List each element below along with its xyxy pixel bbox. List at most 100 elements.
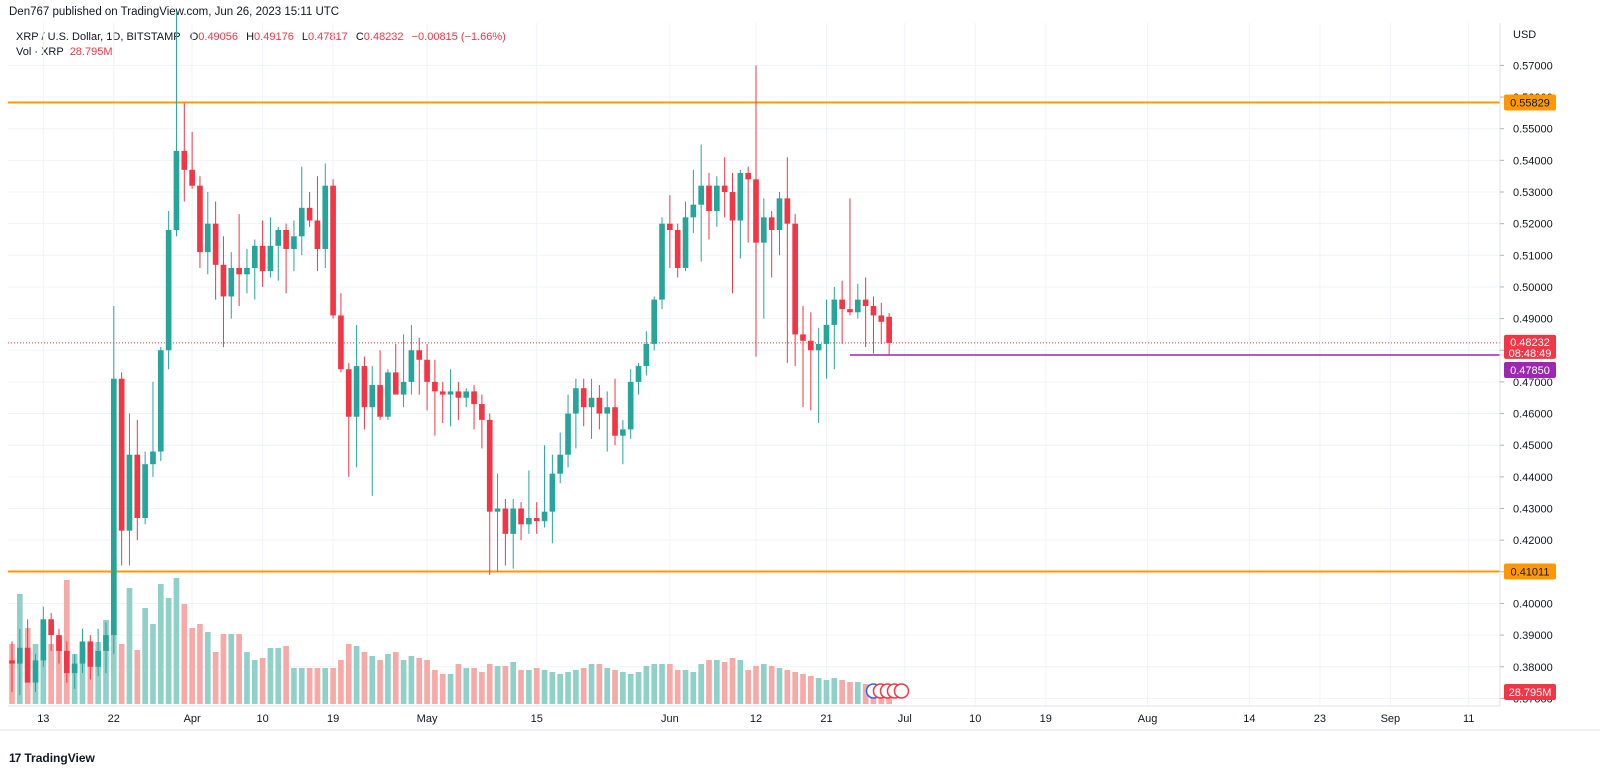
y-tick-label: 0.45000 bbox=[1513, 440, 1553, 452]
volume-bar bbox=[455, 664, 462, 704]
candle-body bbox=[854, 299, 861, 313]
volume-bar bbox=[541, 670, 548, 704]
volume-bar bbox=[165, 598, 172, 704]
volume-bar bbox=[573, 670, 579, 704]
volume-bar bbox=[612, 670, 618, 704]
volume-bar bbox=[173, 578, 180, 704]
candle-body bbox=[212, 223, 219, 265]
candle-body bbox=[110, 378, 117, 636]
candle-body bbox=[165, 229, 172, 351]
volume-bar bbox=[118, 644, 125, 704]
volume-bar bbox=[815, 678, 822, 704]
candle-body bbox=[134, 454, 141, 519]
y-tick-label: 0.38000 bbox=[1513, 662, 1553, 674]
event-flags[interactable] bbox=[865, 683, 910, 699]
candle-body bbox=[103, 635, 109, 651]
volume-bar bbox=[79, 648, 86, 704]
candle-body bbox=[659, 223, 665, 300]
candle-body bbox=[244, 267, 250, 275]
candle-body bbox=[494, 508, 501, 512]
candle-body bbox=[533, 518, 540, 522]
candle-body bbox=[549, 473, 556, 512]
volume-bar bbox=[784, 670, 791, 704]
candle-body bbox=[455, 391, 462, 398]
volume-bar bbox=[533, 668, 540, 704]
candle-body bbox=[651, 299, 658, 344]
low-value: 0.47817 bbox=[308, 31, 348, 43]
volume-bar bbox=[792, 672, 798, 704]
candle-body bbox=[518, 508, 524, 525]
candle-body bbox=[181, 150, 188, 170]
volume-bar bbox=[150, 624, 156, 704]
volume-bar bbox=[447, 674, 454, 704]
volume-bar bbox=[479, 672, 485, 704]
volume-tag-label: 28.795M bbox=[1509, 687, 1552, 699]
candle-body bbox=[408, 350, 415, 382]
event-flag-icon[interactable] bbox=[893, 683, 910, 699]
candle-body bbox=[807, 340, 814, 351]
high-label: H bbox=[246, 31, 255, 43]
volume-bar bbox=[56, 638, 62, 704]
axes[interactable]: USD0.570000.560000.550000.540000.530000.… bbox=[0, 23, 1600, 731]
volume-bar bbox=[251, 660, 258, 704]
close-value: 0.48232 bbox=[363, 31, 404, 43]
candle-body bbox=[831, 299, 838, 325]
candle-body bbox=[416, 350, 423, 360]
y-tick-label: 0.50000 bbox=[1513, 282, 1553, 294]
y-tick-label: 0.52000 bbox=[1513, 219, 1553, 231]
candle-body bbox=[847, 309, 853, 313]
volume-bar bbox=[807, 676, 814, 704]
candle-body bbox=[267, 245, 274, 272]
volume-bar bbox=[283, 646, 289, 704]
volume-bar bbox=[714, 660, 720, 704]
support-tag-label: 0.41011 bbox=[1511, 566, 1550, 578]
volume-bar bbox=[698, 664, 705, 704]
y-tick-label: 0.43000 bbox=[1513, 504, 1553, 516]
candle-body bbox=[674, 229, 681, 268]
candle-body bbox=[706, 185, 712, 211]
candle-body bbox=[118, 378, 125, 531]
candle-body bbox=[768, 217, 775, 230]
marker-level-tag bbox=[1504, 362, 1556, 379]
volume-label[interactable]: Vol · XRP bbox=[16, 46, 64, 58]
volume-legend: Vol · XRP 28.795M bbox=[16, 46, 118, 58]
tradingview-footer[interactable]: 17 TradingView bbox=[9, 751, 95, 765]
current-price-tag bbox=[1504, 334, 1556, 359]
symbol-name[interactable]: XRP / U.S. Dollar, 1D, BITSTAMP bbox=[16, 31, 181, 43]
volume-bar bbox=[157, 584, 164, 704]
candle-body bbox=[447, 391, 454, 395]
y-tick-label: 0.47000 bbox=[1513, 377, 1553, 389]
candle-body bbox=[737, 173, 744, 221]
candle-body bbox=[424, 359, 430, 382]
candle-body bbox=[588, 397, 595, 408]
x-tick-label: 19 bbox=[327, 713, 339, 725]
volume-bar bbox=[204, 632, 211, 704]
candle-body bbox=[24, 647, 31, 683]
candle-body bbox=[157, 350, 164, 452]
candles bbox=[9, 11, 892, 696]
candle-body bbox=[510, 508, 517, 534]
volume-bar bbox=[518, 670, 524, 704]
volume-bar bbox=[330, 668, 336, 704]
currency-label: USD bbox=[1513, 29, 1536, 41]
volume-bar bbox=[502, 666, 509, 704]
x-tick-label: 21 bbox=[820, 713, 832, 725]
candle-body bbox=[32, 660, 39, 683]
candle-body bbox=[776, 198, 783, 230]
candle-body bbox=[314, 220, 321, 249]
change-value: −0.00815 (−1.66%) bbox=[411, 31, 506, 43]
volume-bar bbox=[463, 668, 470, 704]
volume-bar bbox=[486, 664, 493, 704]
open-label: O bbox=[189, 31, 199, 43]
volume-bar bbox=[635, 672, 642, 704]
volume-bar bbox=[48, 644, 54, 704]
candle-body bbox=[565, 413, 571, 455]
candle-body bbox=[197, 185, 203, 253]
volume-bar bbox=[667, 664, 673, 704]
candle-body bbox=[204, 223, 211, 253]
candle-body bbox=[635, 366, 642, 382]
volume-bar bbox=[729, 658, 736, 704]
candle-body bbox=[48, 619, 54, 636]
candle-body bbox=[800, 334, 806, 341]
